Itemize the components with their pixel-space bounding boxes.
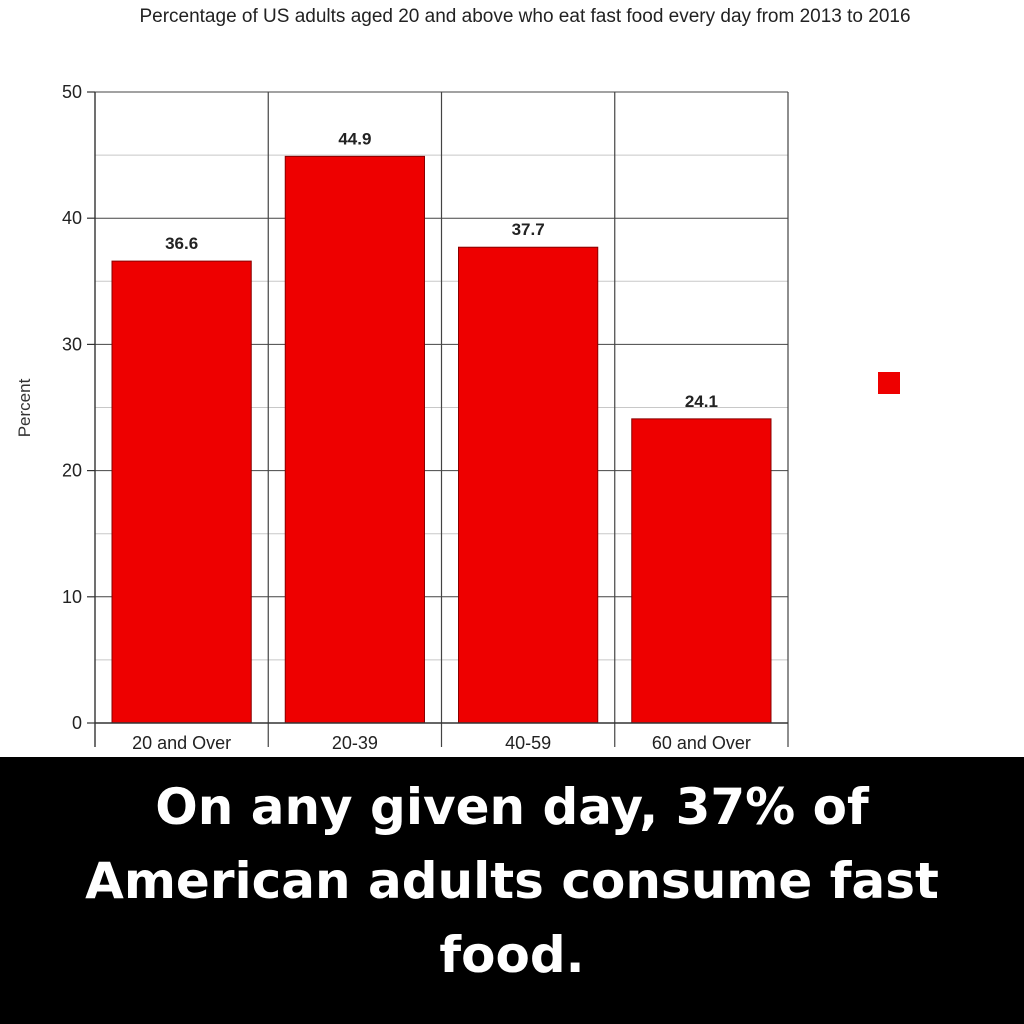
caption-text: On any given day, 37% of American adults… — [85, 778, 939, 984]
y-tick-label: 20 — [62, 461, 82, 481]
y-tick-label: 10 — [62, 587, 82, 607]
bar — [111, 260, 252, 724]
chart-title: Percentage of US adults aged 20 and abov… — [139, 6, 911, 27]
x-tick-label: 20-39 — [332, 733, 378, 753]
data-label: 36.6 — [165, 234, 198, 253]
data-label: 24.1 — [685, 392, 718, 411]
x-tick-label: 60 and Over — [652, 733, 751, 753]
y-tick-label: 30 — [62, 334, 82, 354]
chart-plot: 36.6 20 and Over 44.9 20-39 37.7 40-59 24.1 60 … — [15, 82, 900, 753]
bar — [284, 155, 425, 724]
data-label: 44.9 — [338, 129, 371, 148]
x-tick-label: 40-59 — [505, 733, 551, 753]
bar — [458, 246, 599, 724]
caption-band — [0, 757, 1024, 1024]
grid-lines — [95, 91, 789, 747]
axes — [87, 91, 788, 747]
x-tick-label: 20 and Over — [132, 733, 231, 753]
y-axis-label: Percent — [15, 378, 34, 437]
y-tick-label: 0 — [72, 713, 82, 733]
bars — [111, 155, 772, 724]
data-label: 37.7 — [512, 220, 545, 239]
y-tick-label: 50 — [62, 82, 82, 102]
y-tick-label: 40 — [62, 208, 82, 228]
legend-swatch — [878, 372, 900, 394]
bar — [631, 418, 772, 724]
labels: 36.6 20 and Over 44.9 20-39 37.7 40-59 24.1 60 … — [62, 82, 751, 753]
